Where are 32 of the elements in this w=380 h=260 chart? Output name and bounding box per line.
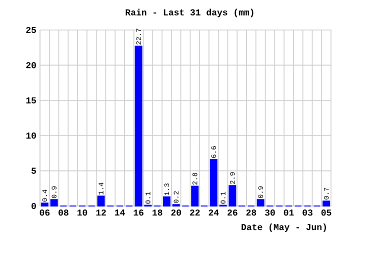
- y-tick-label: 10: [26, 132, 36, 139]
- x-tick-label: 05: [321, 210, 332, 216]
- chart-title: Rain - Last 31 days (mm): [126, 8, 254, 18]
- bar: [210, 159, 218, 206]
- y-tick-label: 5: [32, 168, 36, 174]
- x-tick-label: 30: [264, 210, 275, 216]
- x-tick-label: 20: [171, 210, 181, 216]
- bar: [97, 196, 105, 206]
- bar: [322, 200, 330, 206]
- x-tick-label: 14: [115, 210, 125, 216]
- x-tick-label: 01: [284, 210, 294, 216]
- bar: [256, 199, 264, 206]
- x-tick-label: 12: [96, 210, 106, 216]
- bar: [40, 202, 48, 206]
- x-tick-label: 26: [228, 210, 238, 216]
- x-tick-label: 03: [302, 210, 312, 216]
- x-axis-title: Date (May - Jun): [242, 224, 326, 232]
- x-tick-label: 10: [77, 210, 88, 216]
- y-tick-label: 20: [26, 62, 36, 68]
- x-tick-label: 24: [208, 210, 219, 216]
- bar: [191, 186, 199, 206]
- x-tick-label: 22: [190, 210, 200, 216]
- y-tick-label: 15: [26, 97, 36, 104]
- x-tick-label: 16: [134, 210, 144, 216]
- x-tick-label: 08: [58, 210, 68, 216]
- bar: [50, 199, 58, 206]
- y-tick-label: 0: [32, 202, 36, 210]
- bar: [162, 196, 170, 206]
- x-tick-label: 18: [152, 210, 162, 216]
- y-tick-label: 25: [26, 26, 36, 34]
- x-tick-label: 06: [40, 210, 50, 216]
- x-tick-label: 28: [246, 210, 256, 216]
